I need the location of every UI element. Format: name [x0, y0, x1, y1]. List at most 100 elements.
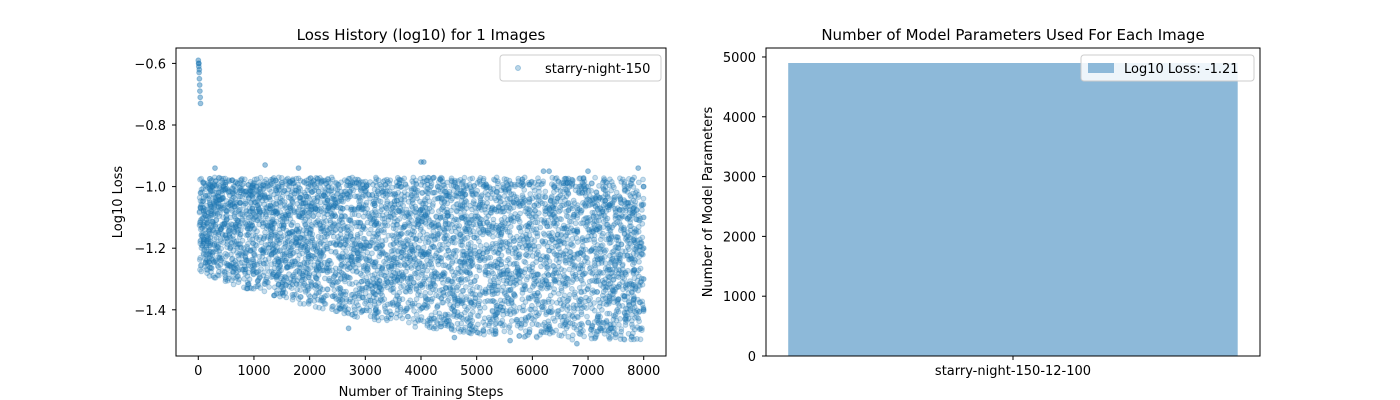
data-point [515, 175, 522, 182]
data-point [377, 245, 384, 252]
data-point [234, 217, 240, 223]
data-point [266, 250, 273, 257]
data-point [550, 220, 557, 227]
data-point [603, 179, 610, 186]
data-point [340, 192, 346, 198]
data-point [509, 296, 515, 303]
data-point [487, 261, 494, 268]
data-point [580, 252, 587, 259]
data-point [424, 321, 431, 327]
data-point [447, 265, 454, 272]
data-point [467, 263, 473, 270]
data-point [306, 218, 313, 224]
data-point [313, 283, 320, 290]
data-point [634, 324, 641, 331]
data-point [253, 183, 260, 190]
data-point [475, 321, 481, 328]
data-point [335, 253, 342, 259]
data-point [381, 177, 388, 184]
data-point [587, 269, 594, 276]
data-point [622, 269, 629, 276]
data-point [507, 180, 514, 187]
data-point [555, 307, 562, 314]
data-point [474, 232, 481, 239]
data-point [283, 249, 290, 256]
data-point [272, 229, 279, 236]
data-point [435, 231, 442, 238]
data-point [553, 252, 560, 259]
data-point [609, 255, 616, 262]
data-point [480, 319, 487, 326]
data-point [574, 205, 581, 211]
data-point [454, 320, 461, 327]
data-point [595, 328, 602, 335]
data-point [393, 183, 400, 190]
data-point [560, 252, 567, 259]
data-point [539, 285, 545, 292]
data-point [565, 207, 572, 213]
data-point [419, 189, 426, 196]
data-point [631, 174, 637, 181]
data-point [607, 322, 613, 328]
data-point [379, 248, 386, 254]
data-point [202, 256, 209, 262]
data-point [375, 227, 382, 234]
data-point [508, 213, 514, 219]
data-point [324, 196, 331, 202]
data-point [336, 241, 343, 248]
data-point [331, 292, 338, 299]
data-point [324, 269, 331, 276]
data-point [292, 234, 299, 241]
data-point [308, 200, 315, 207]
data-point [342, 291, 349, 298]
data-point [329, 306, 335, 313]
data-point [338, 263, 345, 269]
data-point [592, 262, 598, 269]
data-point [373, 212, 380, 219]
data-point [287, 207, 294, 214]
data-point [446, 191, 453, 198]
data-point [519, 307, 526, 314]
data-point [492, 258, 499, 265]
data-point [381, 303, 388, 310]
data-point [510, 191, 517, 198]
data-point [306, 272, 313, 279]
data-point [351, 294, 358, 301]
data-point [622, 248, 629, 255]
data-point [484, 263, 491, 270]
data-point [250, 216, 257, 223]
data-point [633, 251, 640, 258]
data-point [323, 264, 330, 271]
data-point [599, 255, 605, 262]
data-point [546, 330, 553, 337]
data-point [383, 260, 389, 267]
data-point [606, 293, 613, 300]
data-point [273, 187, 280, 194]
data-point [309, 231, 316, 238]
data-point [239, 259, 245, 266]
data-point [594, 192, 601, 199]
data-point [617, 257, 623, 264]
data-point [248, 199, 255, 206]
data-point [286, 229, 292, 236]
data-point [532, 213, 539, 220]
data-point [595, 214, 602, 220]
data-point [422, 212, 429, 218]
data-point [514, 264, 521, 271]
data-point [400, 271, 406, 278]
data-point [610, 248, 617, 254]
data-point [612, 261, 618, 268]
data-point [395, 261, 402, 268]
data-point [480, 250, 487, 257]
data-point [525, 223, 532, 230]
data-point [353, 179, 360, 186]
data-point [366, 243, 373, 249]
data-point [580, 280, 587, 287]
data-point [367, 215, 374, 222]
data-point [608, 231, 614, 238]
data-point [458, 264, 465, 271]
data-point [230, 247, 237, 254]
data-point [599, 242, 606, 249]
data-point [368, 283, 375, 290]
